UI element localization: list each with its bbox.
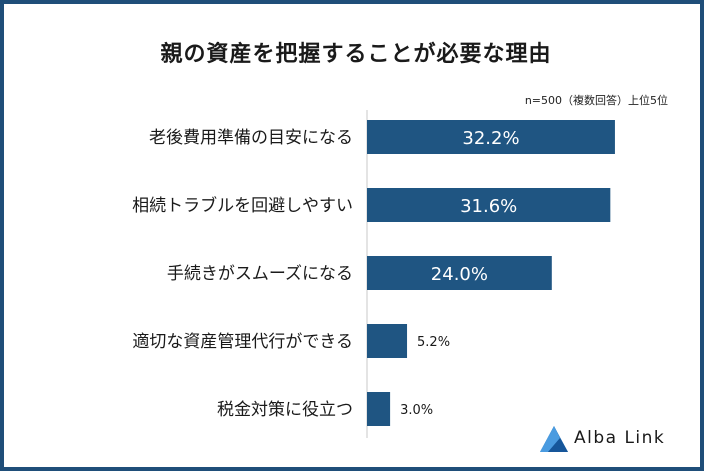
value-label: 3.0% [400, 403, 433, 418]
triangle-logo-icon [540, 426, 568, 452]
value-label: 5.2% [417, 335, 450, 350]
sample-note: n=500（複数回答）上位5位 [524, 94, 668, 107]
bar [367, 392, 391, 426]
value-label: 24.0% [431, 264, 488, 285]
chart-title: 親の資産を把握することが必要な理由 [160, 42, 552, 67]
category-label: 老後費用準備の目安になる [149, 128, 353, 148]
brand-name: Alba Link [574, 428, 666, 448]
category-label: 手続きがスムーズになる [167, 264, 353, 284]
bar [367, 324, 408, 358]
value-label: 32.2% [462, 128, 519, 149]
category-label: 相続トラブルを回避しやすい [132, 195, 353, 216]
category-label: 適切な資産管理代行ができる [132, 332, 353, 352]
bar [367, 120, 615, 154]
category-label: 税金対策に役立つ [217, 400, 353, 420]
alba-link-logo: Alba Link [538, 424, 688, 454]
bar [367, 188, 611, 222]
bar [367, 256, 552, 290]
value-label: 31.6% [460, 196, 517, 217]
